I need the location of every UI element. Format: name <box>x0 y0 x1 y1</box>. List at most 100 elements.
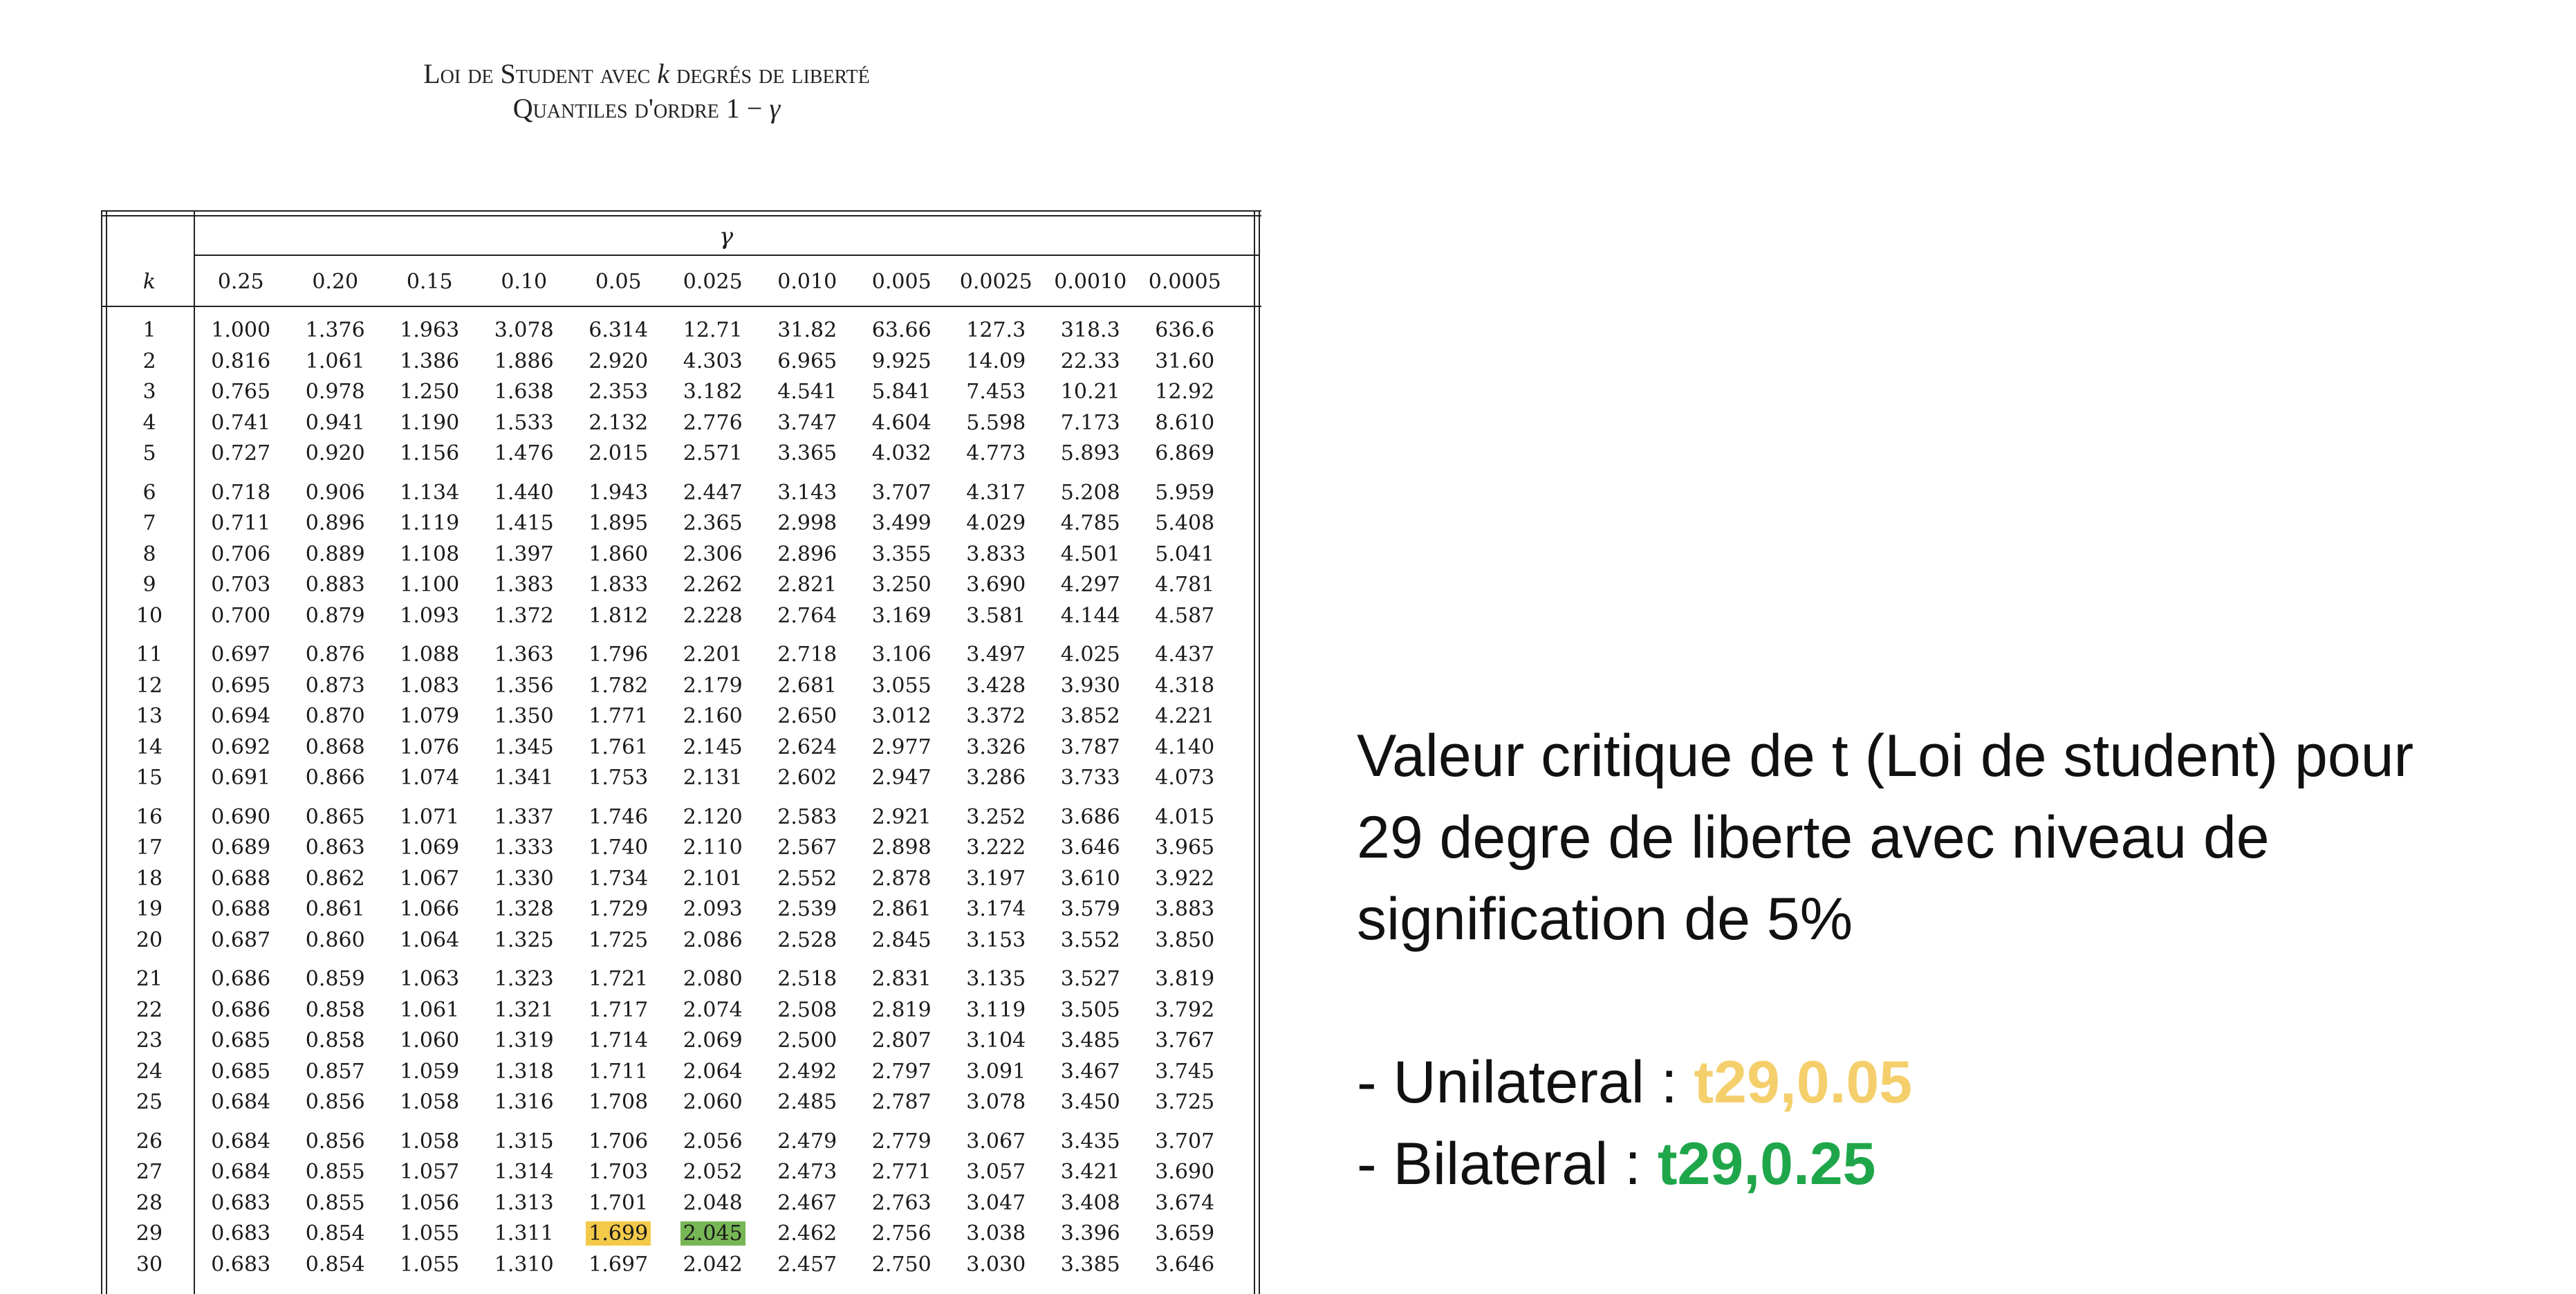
quantile-value: 2.132 <box>589 410 649 435</box>
gamma-column-header: 0.10 <box>501 270 548 294</box>
quantile-value: 0.706 <box>211 542 271 566</box>
quantile-value: 0.859 <box>305 967 365 991</box>
quantile-value: 2.064 <box>683 1059 743 1084</box>
quantile-value: 2.920 <box>589 349 649 373</box>
quantile-value: 2.998 <box>777 511 837 535</box>
quantile-value: 7.453 <box>966 380 1026 404</box>
table-row: 23 0.685 0.858 1.060 1.319 1.714 2.069 2.500 2.8… <box>101 1026 1261 1056</box>
quantile-value: 3.055 <box>871 673 932 698</box>
quantile-value: 0.978 <box>305 380 365 404</box>
table-title: Loi de Student avec k degrés de liberté … <box>104 57 1189 126</box>
quantile-value: 0.889 <box>305 542 365 566</box>
quantile-value: 5.959 <box>1155 480 1215 505</box>
quantile-value: 2.819 <box>871 997 932 1022</box>
quantile-value: 2.567 <box>777 835 837 860</box>
k-value: 23 <box>136 1028 163 1053</box>
quantile-value: 2.750 <box>871 1252 932 1277</box>
quantile-value: 3.499 <box>871 511 932 535</box>
quantile-value: 2.508 <box>777 997 837 1022</box>
table-row: 19 0.688 0.861 1.066 1.328 1.729 2.093 2.539 2.8… <box>101 894 1261 925</box>
quantile-value: 2.120 <box>683 804 743 829</box>
quantile-value: 1.059 <box>400 1059 460 1084</box>
quantile-value: 2.896 <box>777 542 837 566</box>
quantile-value: 1.083 <box>400 673 460 698</box>
quantile-value: 1.310 <box>494 1252 554 1277</box>
table-top-rule-inner <box>101 215 1261 216</box>
quantile-value: 1.063 <box>400 967 460 991</box>
quantile-value: 1.318 <box>494 1059 554 1084</box>
quantile-value: 2.074 <box>683 997 743 1022</box>
quantile-value: 0.860 <box>305 927 365 952</box>
k-value: 26 <box>136 1129 163 1154</box>
quantile-value: 2.921 <box>871 804 932 829</box>
title-line-1: Loi de Student avec k degrés de liberté <box>104 57 1189 91</box>
k-value: 21 <box>136 967 163 991</box>
quantile-value: 0.858 <box>305 997 365 1022</box>
quantile-value: 3.610 <box>1060 866 1120 891</box>
quantile-value: 3.497 <box>966 643 1026 667</box>
quantile-value: 1.328 <box>494 897 554 921</box>
k-value: 15 <box>136 766 163 790</box>
quantile-value: 1.061 <box>305 349 365 373</box>
quantile-value: 0.684 <box>211 1090 271 1114</box>
k-value: 17 <box>136 835 163 860</box>
explanation-panel: Valeur critique de t (Loi de student) po… <box>1357 715 2560 1205</box>
k-column-header: k <box>142 270 156 294</box>
unilateral-label: - Unilateral : <box>1357 1049 1694 1116</box>
table-row: 24 0.685 0.857 1.059 1.318 1.711 2.064 2.492 2.7… <box>101 1057 1261 1087</box>
quantile-value: 1.746 <box>589 804 649 829</box>
quantile-value: 1.638 <box>494 380 554 404</box>
quantile-value: 4.025 <box>1060 643 1120 667</box>
quantile-value: 2.201 <box>683 643 743 667</box>
quantile-value: 0.868 <box>305 734 365 759</box>
quantile-value: 0.855 <box>305 1190 365 1215</box>
quantile-value: 1.055 <box>400 1221 460 1246</box>
quantile-value: 4.604 <box>871 410 932 435</box>
quantile-value: 1.250 <box>400 380 460 404</box>
table-row: 18 0.688 0.862 1.067 1.330 1.734 2.101 2.552 2.8… <box>101 864 1261 894</box>
quantile-value: 3.428 <box>966 673 1026 698</box>
quantile-value: 1.071 <box>400 804 460 829</box>
quantile-value: 4.318 <box>1155 673 1215 698</box>
quantile-value: 0.703 <box>211 573 271 597</box>
table-right-border-inner <box>1254 210 1255 1294</box>
quantile-value: 1.363 <box>494 643 554 667</box>
table-row: 12 0.695 0.873 1.083 1.356 1.782 2.179 2.681 3.0… <box>101 671 1261 701</box>
quantile-value: 2.779 <box>871 1129 932 1154</box>
quantile-value: 1.717 <box>589 997 649 1022</box>
table-left-border-inner <box>106 210 107 1294</box>
quantile-value: 63.66 <box>871 318 932 342</box>
table-row: 5 0.727 0.920 1.156 1.476 2.015 2.571 3.365 4.03… <box>101 438 1261 469</box>
table-row: 17 0.689 0.863 1.069 1.333 1.740 2.110 2.567 2.8… <box>101 833 1261 863</box>
quantile-value: 3.222 <box>966 835 1026 860</box>
quantile-value: 2.771 <box>871 1160 932 1184</box>
quantile-value: 1.341 <box>494 766 554 790</box>
quantile-value: 2.492 <box>777 1059 837 1084</box>
quantile-value: 3.883 <box>1155 897 1215 921</box>
quantile-value: 2.015 <box>589 441 649 465</box>
table-row: 28 0.683 0.855 1.056 1.313 1.701 2.048 2.467 2.7… <box>101 1188 1261 1219</box>
k-value: 28 <box>136 1190 163 1215</box>
quantile-value: 4.437 <box>1155 643 1215 667</box>
quantile-value: 3.143 <box>777 480 837 505</box>
quantile-value: 3.707 <box>871 480 932 505</box>
quantile-value: 2.624 <box>777 734 837 759</box>
title-line-2-variable: γ <box>769 93 781 124</box>
quantile-value: 3.505 <box>1060 997 1120 1022</box>
quantile-value: 1.190 <box>400 410 460 435</box>
quantile-value: 6.314 <box>589 318 649 342</box>
quantile-value: 1.812 <box>589 603 649 628</box>
quantile-value: 636.6 <box>1155 318 1215 342</box>
quantile-value: 1.323 <box>494 967 554 991</box>
quantile-value: 0.688 <box>211 897 271 921</box>
table-row: 1 1.000 1.376 1.963 3.078 6.314 12.71 31.82 63.6… <box>101 315 1261 346</box>
quantile-value: 2.056 <box>683 1129 743 1154</box>
quantile-value: 1.372 <box>494 603 554 628</box>
quantile-value: 0.855 <box>305 1160 365 1184</box>
k-value: 12 <box>136 673 163 698</box>
quantile-value: 1.079 <box>400 704 460 728</box>
quantile-value: 0.684 <box>211 1160 271 1184</box>
quantile-value: 2.131 <box>683 766 743 790</box>
quantile-value: 4.029 <box>966 511 1026 535</box>
quantile-value: 2.797 <box>871 1059 932 1084</box>
